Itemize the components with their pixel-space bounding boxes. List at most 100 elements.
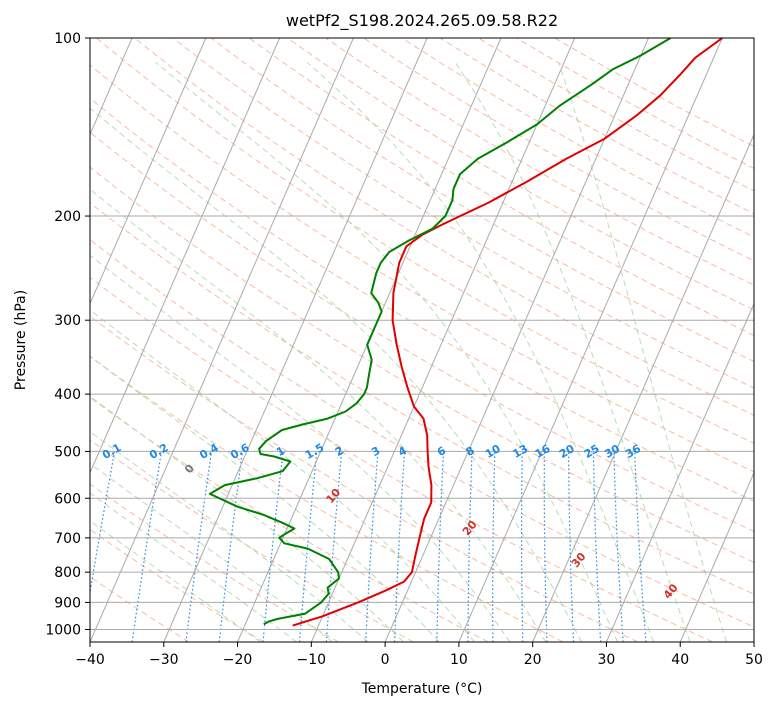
dry-adiabat-line	[248, 38, 754, 337]
isotherm-line	[310, 38, 576, 642]
dry-adiabat-line	[287, 38, 754, 311]
y-tick-label: 600	[54, 491, 81, 507]
mixing-ratio-line	[218, 451, 243, 642]
x-tick-label: 30	[598, 652, 616, 668]
mixing-ratio-label: 30	[602, 442, 622, 461]
mixing-ratio-label: 25	[582, 442, 602, 461]
profile-line-0	[292, 38, 723, 627]
mixing-ratio-line	[568, 451, 575, 642]
isotherm-line	[163, 38, 428, 642]
mixing-ratio-label: 1.5	[303, 441, 326, 462]
dry-adiabat-label: -10	[0, 404, 12, 427]
y-tick-label: 1000	[45, 622, 81, 638]
y-tick-label: 200	[54, 209, 81, 225]
dry-adiabat-line	[96, 38, 754, 444]
pressure-grid	[90, 38, 754, 630]
mixing-ratio-label: 0.4	[197, 441, 221, 462]
profile-line-1	[208, 38, 672, 626]
moist-adiabat-line	[90, 492, 297, 642]
y-tick-label: 500	[54, 444, 81, 460]
isotherm-line	[90, 38, 281, 475]
dry-adiabat-line	[172, 38, 754, 389]
y-tick-label: 300	[54, 313, 81, 329]
dry-adiabat-line	[90, 528, 265, 642]
moist-adiabat-line	[90, 462, 333, 642]
x-tick-label: 50	[745, 652, 763, 668]
moist-adiabat-line	[455, 62, 691, 642]
contour-labels: -100-90-80-70-60-50-40-30-20-10010203040…	[0, 404, 681, 602]
dry-adiabat-line	[90, 202, 754, 595]
mixing-ratio-label: 10	[483, 442, 503, 461]
mixing-ratio-label: 20	[557, 442, 577, 461]
moist-adiabat-label: 40	[661, 581, 681, 601]
y-axis-ticks: 1000 900 800 700 600 500 400 300 200 100	[45, 31, 90, 638]
moist-adiabat-line	[558, 62, 727, 642]
dry-adiabat-line	[90, 239, 754, 628]
mixing-ratio-line	[262, 451, 284, 642]
dry-adiabat-line	[363, 38, 754, 262]
mixing-ratio-line	[436, 451, 445, 642]
isotherm-line	[90, 38, 207, 305]
x-axis-label: Temperature (°C)	[361, 681, 483, 697]
isotherm-line	[0, 38, 58, 642]
moist-adiabat-label: 20	[460, 518, 480, 538]
isotherm-line	[90, 38, 354, 642]
x-tick-label: −20	[223, 652, 253, 668]
moist-adiabat-label: 10	[323, 486, 343, 506]
moist-adiabat-line	[90, 520, 261, 642]
dry-adiabat-line	[90, 355, 564, 642]
mixing-ratio-label: 0.6	[228, 441, 252, 462]
dry-adiabat-line	[90, 396, 489, 642]
y-tick-label: 700	[54, 531, 81, 547]
dry-adiabat-line	[401, 38, 754, 238]
x-axis-ticks: −40 −30 −20 −10 0 10 20 30 40 50	[75, 642, 763, 668]
isotherm-line	[753, 640, 754, 642]
dry-adiabat-line	[90, 483, 339, 642]
mixing-ratio-line	[90, 451, 116, 597]
dry-adiabat-line	[90, 276, 713, 642]
x-tick-label: −30	[149, 652, 179, 668]
mixing-ratio-label: 16	[533, 442, 553, 461]
x-tick-label: −40	[75, 652, 105, 668]
moist-adiabat-line	[155, 62, 618, 642]
moist-adiabat-line	[90, 309, 475, 642]
isotherm-line	[605, 302, 754, 642]
dry-adiabat-line	[90, 131, 754, 532]
mixing-ratio-line	[185, 451, 213, 642]
y-tick-label: 400	[54, 387, 81, 403]
x-tick-label: 0	[381, 652, 390, 668]
dry-adiabat-line	[90, 439, 414, 642]
mixing-ratio-line	[520, 451, 524, 642]
x-tick-label: 40	[671, 652, 689, 668]
moist-adiabat-line	[90, 430, 369, 642]
dry-adiabat-line	[90, 97, 754, 502]
moist-adiabat-label: 0	[182, 462, 197, 476]
x-tick-label: 20	[524, 652, 542, 668]
mixing-ratio-label: 0.1	[100, 441, 123, 462]
moist-adiabat-line	[306, 62, 655, 642]
y-tick-label: 900	[54, 595, 81, 611]
dry-adiabat-line	[134, 38, 754, 416]
dry-adiabat-line	[439, 38, 754, 215]
mixing-ratio-line	[365, 451, 379, 642]
plot-frame	[89, 37, 755, 643]
profiles	[208, 38, 723, 627]
mixing-ratio-line	[592, 451, 602, 642]
x-tick-label: −10	[297, 652, 327, 668]
isotherm-line	[384, 38, 649, 642]
y-tick-label: 100	[54, 31, 81, 47]
mixing-ratio-line	[634, 451, 647, 642]
mixing-ratio-label: 13	[511, 442, 531, 461]
moist-adiabat-line	[90, 107, 582, 642]
y-axis-label: Pressure (hPa)	[13, 290, 29, 390]
dry-adiabat-line	[90, 315, 639, 642]
mixing-ratio-label: 36	[623, 442, 643, 461]
background-lines	[0, 38, 754, 642]
y-tick-label: 800	[54, 565, 81, 581]
isotherm-line	[458, 38, 723, 642]
mixing-ratio-label: 0.2	[147, 441, 170, 462]
mixing-ratio-line	[492, 451, 496, 642]
moist-adiabat-line	[90, 188, 547, 642]
x-tick-label: 10	[450, 652, 468, 668]
